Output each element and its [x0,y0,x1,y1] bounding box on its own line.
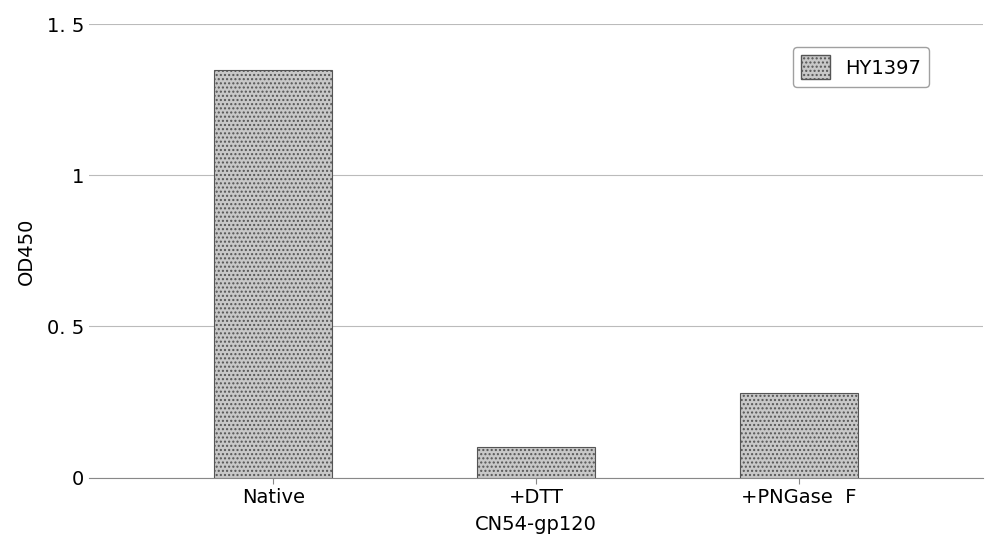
X-axis label: CN54-gp120: CN54-gp120 [475,515,597,534]
Legend: HY1397: HY1397 [793,47,929,87]
Y-axis label: OD450: OD450 [17,217,36,284]
Bar [214,69,332,478]
Bar [477,447,595,478]
Bar [740,393,858,478]
